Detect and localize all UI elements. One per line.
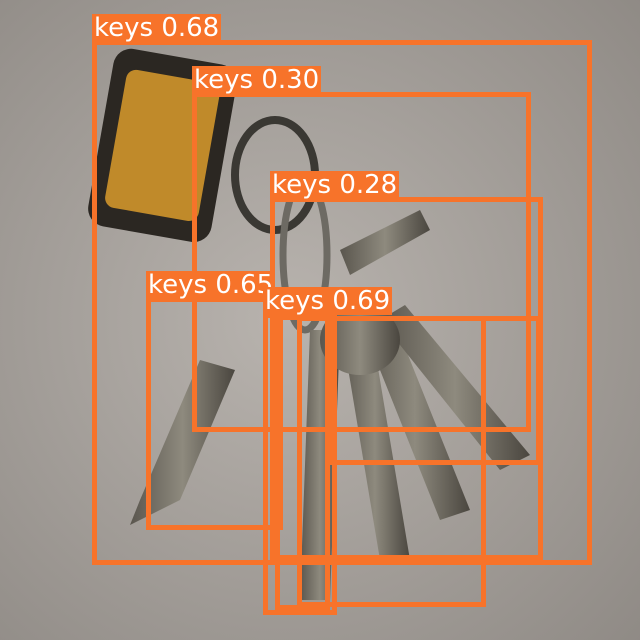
key-fob <box>88 48 237 243</box>
bounding-box <box>192 92 531 432</box>
bounding-box <box>146 297 283 530</box>
detection-label: keys 0.30 <box>192 65 322 95</box>
detection-label: keys 0.69 <box>263 286 393 316</box>
detection-label: keys 0.65 <box>146 270 276 300</box>
bounding-box <box>263 313 337 615</box>
bounding-box <box>270 197 543 560</box>
detection-label: keys 0.68 <box>92 13 222 43</box>
detection-label: keys 0.28 <box>270 170 400 200</box>
keys <box>130 210 530 600</box>
bounding-box <box>92 40 592 565</box>
